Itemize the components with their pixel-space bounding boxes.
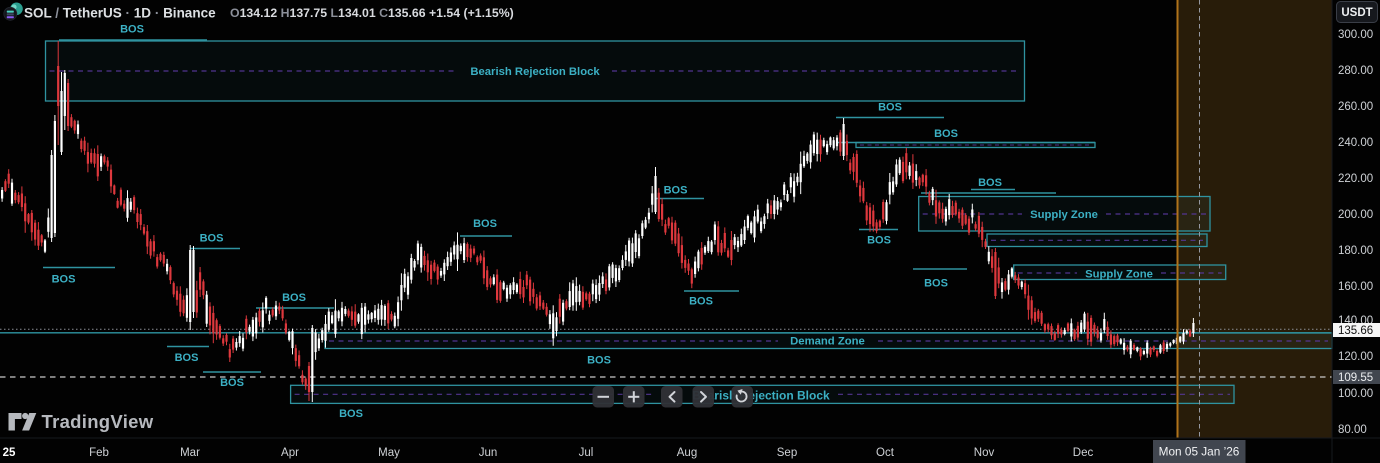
svg-text:120.00: 120.00 — [1338, 351, 1373, 363]
svg-text:260.00: 260.00 — [1338, 101, 1373, 113]
svg-text:O134.12 H137.75 L134.01 C135.6: O134.12 H137.75 L134.01 C135.66 +1.54 (+… — [230, 6, 514, 20]
svg-text:BOS: BOS — [282, 292, 306, 304]
svg-text:Jun: Jun — [479, 447, 498, 459]
svg-text:180.00: 180.00 — [1338, 245, 1373, 257]
svg-text:135.66: 135.66 — [1338, 325, 1373, 337]
svg-text:BOS: BOS — [220, 377, 244, 389]
svg-text:BOS: BOS — [878, 102, 902, 114]
svg-text:Oct: Oct — [876, 447, 895, 459]
svg-text:May: May — [378, 447, 400, 459]
svg-text:BOS: BOS — [52, 274, 76, 286]
svg-text:Nov: Nov — [974, 447, 995, 459]
svg-text:300.00: 300.00 — [1338, 29, 1373, 41]
svg-text:Feb: Feb — [89, 447, 109, 459]
svg-text:BOS: BOS — [867, 235, 891, 247]
svg-text:160.00: 160.00 — [1338, 281, 1373, 293]
svg-text:100.00: 100.00 — [1338, 388, 1373, 400]
svg-text:Supply Zone: Supply Zone — [1085, 268, 1153, 280]
svg-text:Jul: Jul — [579, 447, 594, 459]
svg-text:109.55: 109.55 — [1338, 372, 1373, 384]
svg-text:BOS: BOS — [339, 408, 363, 420]
svg-text:Supply Zone: Supply Zone — [1030, 209, 1098, 221]
svg-text:BOS: BOS — [175, 352, 199, 364]
svg-text:BOS: BOS — [689, 296, 713, 308]
svg-text:BOS: BOS — [978, 177, 1002, 189]
svg-text:Bearish Rejection Block: Bearish Rejection Block — [470, 66, 600, 78]
svg-text:BOS: BOS — [473, 218, 497, 230]
svg-text:220.00: 220.00 — [1338, 173, 1373, 185]
svg-text:BOS: BOS — [120, 24, 144, 36]
svg-text:BOS: BOS — [200, 233, 224, 245]
svg-text:80.00: 80.00 — [1338, 424, 1367, 436]
svg-text:BOS: BOS — [924, 278, 948, 290]
svg-text:240.00: 240.00 — [1338, 137, 1373, 149]
svg-text:280.00: 280.00 — [1338, 65, 1373, 77]
svg-text:TradingView: TradingView — [42, 411, 154, 432]
svg-text:Aug: Aug — [677, 447, 697, 459]
svg-text:BOS: BOS — [934, 128, 958, 140]
svg-text:Demand Zone: Demand Zone — [790, 336, 865, 348]
svg-text:BOS: BOS — [587, 355, 611, 367]
svg-text:Dec: Dec — [1073, 447, 1094, 459]
svg-text:BOS: BOS — [664, 185, 688, 197]
svg-text:Apr: Apr — [281, 447, 299, 459]
svg-text:Mon 05 Jan ’26: Mon 05 Jan ’26 — [1159, 445, 1240, 459]
svg-text:200.00: 200.00 — [1338, 209, 1373, 221]
svg-text:SOL / TetherUS · 1D · Binance: SOL / TetherUS · 1D · Binance — [24, 6, 216, 21]
svg-text:USDT: USDT — [1341, 7, 1372, 19]
svg-text:Bearish Rejection Block: Bearish Rejection Block — [692, 388, 830, 402]
svg-text:Sep: Sep — [777, 447, 797, 459]
svg-text:25: 25 — [3, 447, 16, 459]
svg-text:Mar: Mar — [180, 447, 200, 459]
